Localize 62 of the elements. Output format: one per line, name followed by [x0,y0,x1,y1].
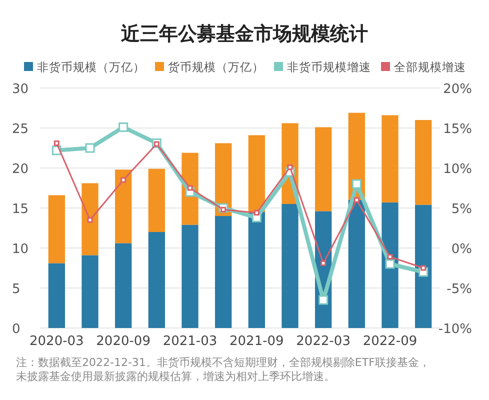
y-tick-label: 20 [12,162,29,177]
legend-label: 非货币规模增速 [287,60,371,74]
y2-tick-label: 0% [451,242,472,257]
point [354,197,360,203]
text: 未披露基金使用最新披露的规模估算，增速为相对上季环比增速。 [16,370,335,383]
x-tick-label: 2021-03 [162,334,218,349]
y-tick-label: 5 [12,282,20,297]
y2-tick-label: 15% [443,122,472,137]
bar [115,243,132,328]
x-tick-label: 2022-09 [362,334,418,349]
point [420,265,426,271]
bar [82,183,98,256]
bar [415,120,432,205]
text: 注：数据截至2022-12-31。非货币规模不含短期理财，全部规模剔除ETF联接基金， [16,356,430,369]
chart-title: 近三年公募基金市场规模统计 [120,23,368,45]
point [320,260,326,266]
bar [315,127,332,212]
y-tick-label: 0 [12,322,20,337]
bar [215,216,232,328]
point [87,217,93,223]
bar [248,135,265,212]
x-tick-label: 2022-03 [296,334,350,349]
legend-label: 非货币规模（万亿） [37,60,145,74]
legend-label: 全部规模增速 [394,60,466,74]
bar [115,170,132,244]
bar [48,263,65,328]
y2-tick-label: 10% [443,162,472,177]
y-tick-label: 15 [12,202,29,217]
bar [248,212,265,328]
y2-tick-label: 5% [451,202,472,217]
bar [415,204,432,328]
point [54,140,60,146]
y2-tick-label: 20% [443,82,472,97]
bar [348,200,365,328]
point [387,254,393,260]
y2-tick-label: -10% [438,322,472,337]
bar [282,204,298,328]
bar [82,255,98,328]
point [318,295,328,305]
bar [48,195,65,264]
bar [382,115,398,202]
bar [182,224,198,328]
point [118,122,128,132]
y-tick-label: 10 [12,242,29,257]
point [352,179,362,189]
point [187,185,193,191]
bar [382,202,398,328]
point [85,143,95,153]
point [287,164,293,170]
point [120,177,126,183]
point [254,210,260,216]
legend-label: 货币规模（万亿） [168,60,264,74]
bar [215,143,232,216]
bar [148,232,165,328]
point [385,259,395,269]
y-tick-label: 25 [12,122,29,137]
bar [148,168,165,232]
x-tick-label: 2020-03 [30,334,84,349]
y2-tick-label: -5% [446,282,472,297]
x-tick-label: 2020-09 [96,334,150,349]
x-tick-label: 2021-09 [230,334,284,349]
y-tick-label: 30 [12,82,29,97]
